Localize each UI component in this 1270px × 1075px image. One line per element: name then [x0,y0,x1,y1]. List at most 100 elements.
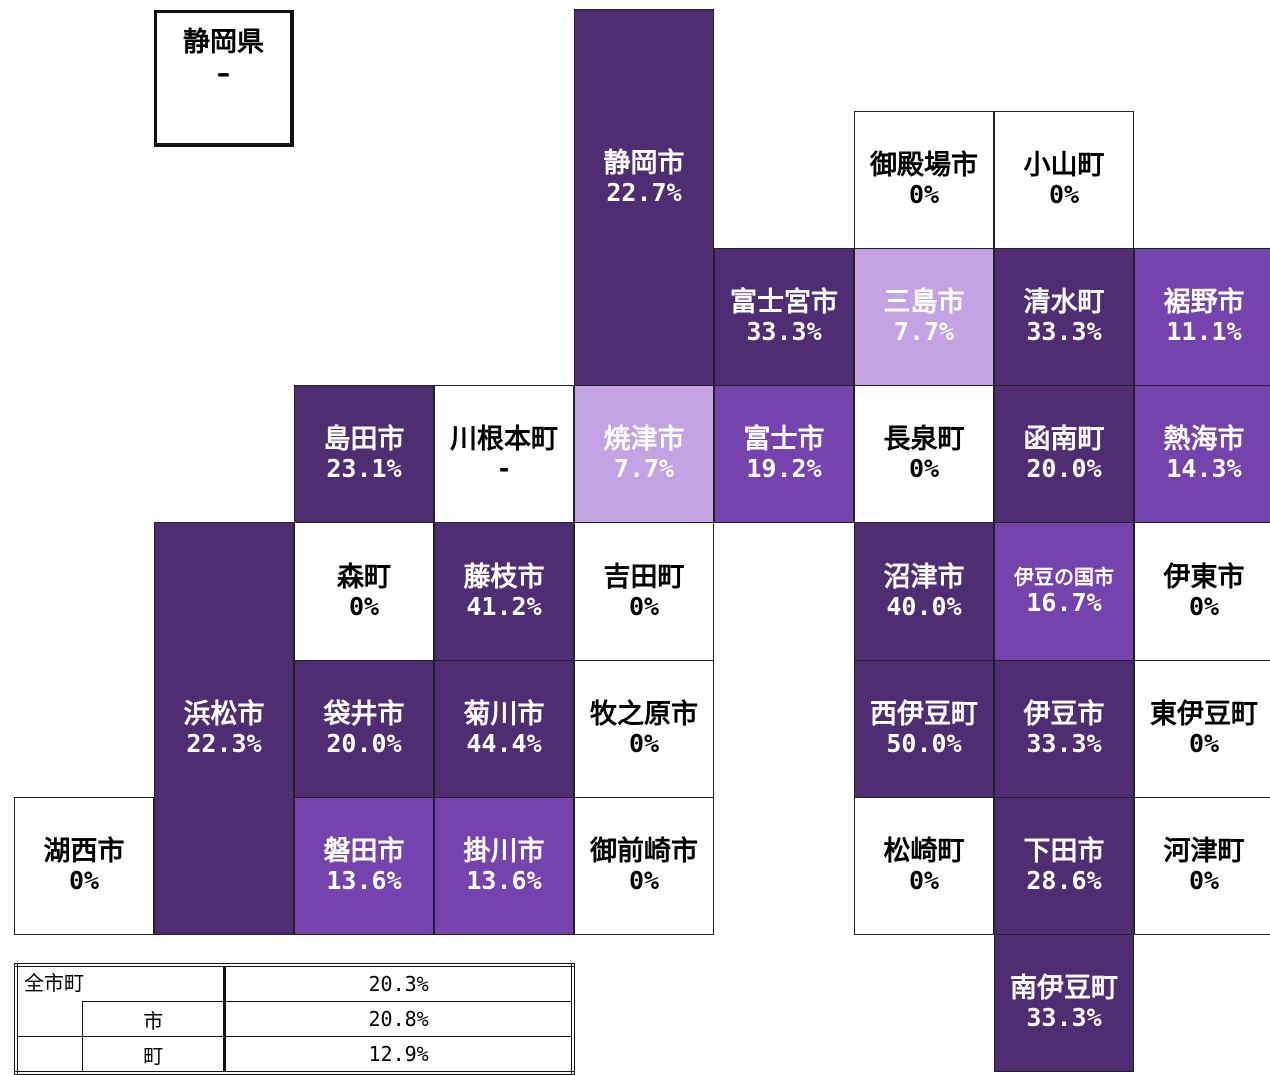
tile-value: 33.3% [1026,317,1102,347]
municipality-tile: 焼津市 7.7% [574,385,714,523]
tile-name: 藤枝市 [463,561,545,593]
tile-name: 伊豆の国市 [1014,564,1114,589]
town-label: 町 [82,1036,226,1074]
tile-name: 吉田町 [603,561,685,593]
city-label: 市 [82,1001,226,1037]
tile-name: 伊豆市 [1023,699,1105,731]
tile-value: 0% [1188,866,1220,896]
tile-value: 19.2% [746,454,822,484]
tile-name: 下田市 [1023,836,1105,868]
tile-name: 菊川市 [463,699,545,731]
tile-value: 13.6% [326,866,402,896]
municipality-tile: 沼津市 40.0% [854,522,994,661]
blank-cell [15,1036,83,1074]
tile-name: 河津町 [1163,836,1245,868]
tile-value: 13.6% [466,866,542,896]
tile-value: 22.7% [606,177,682,207]
municipality-tile: 熱海市 14.3% [1134,385,1270,523]
municipality-tile: 菊川市 44.4% [434,660,574,798]
municipality-tile: 富士宮市 33.3% [714,248,854,386]
municipality-tile: 伊豆市 33.3% [994,660,1134,798]
tile-value: 22.3% [186,728,262,758]
municipality-tile: 御殿場市 0% [854,111,994,249]
tile-value: 7.7% [893,317,955,347]
tile-name: 川根本町 [450,424,558,456]
municipality-tile: 藤枝市 41.2% [434,522,574,661]
tile-value: 20.0% [1026,454,1102,484]
municipality-tile: 浜松市 22.3% [154,522,294,935]
tile-value: 50.0% [886,729,962,759]
municipality-tile: 吉田町 0% [574,522,714,661]
all-label: 全市町 [15,964,225,1002]
city-value: 20.8% [223,1001,575,1037]
tile-name: 島田市 [323,424,405,456]
municipality-tile: 森町 0% [294,522,434,661]
tile-name: 東伊豆町 [1150,699,1258,731]
municipality-tile: 袋井市 20.0% [294,660,434,798]
summary-table: 全市町 20.3% 市 20.8% 町 12.9% [14,963,575,1075]
tile-name: 富士宮市 [730,287,838,319]
tile-value: 7.7% [613,454,675,484]
tile-value: 0% [908,866,940,896]
municipality-tile: 松崎町 0% [854,797,994,935]
municipality-tile: 掛川市 13.6% [434,797,574,935]
tile-name: 御前崎市 [590,836,698,868]
tile-value: 28.6% [1026,866,1102,896]
tile-name: 松崎町 [883,836,965,868]
tile-name: 富士市 [743,424,825,456]
municipality-tile: 伊東市 0% [1134,522,1270,661]
tile-name: 三島市 [883,287,965,319]
tile-value: 11.1% [1166,317,1242,347]
tile-value: 0% [628,866,660,896]
municipality-tile: 伊豆の国市 16.7% [994,522,1134,661]
tile-value: 44.4% [466,729,542,759]
municipality-tile: 川根本町 - [434,385,574,523]
blank-cell [15,1001,83,1037]
municipality-tile: 島田市 23.1% [294,385,434,523]
town-value: 12.9% [223,1036,575,1074]
tile-value: 14.3% [1166,454,1242,484]
tile-value: 0% [68,866,100,896]
tile-value: 33.3% [1026,1003,1102,1033]
tile-name: 小山町 [1023,150,1105,182]
municipality-tile: 東伊豆町 0% [1134,660,1270,798]
municipality-tile: 河津町 0% [1134,797,1270,935]
prefecture-box: 静岡県 – [154,10,294,147]
municipality-tile: 南伊豆町 33.3% [994,934,1134,1072]
tile-value: 0% [348,591,380,621]
tile-value: 0% [908,454,940,484]
tile-name: 磐田市 [323,836,405,868]
tile-value: 33.3% [746,317,822,347]
tile-value: - [496,454,512,484]
tile-name: 牧之原市 [590,699,698,731]
prefecture-name: 静岡県 [183,26,264,58]
prefecture-value: – [216,58,231,89]
tile-name: 長泉町 [883,424,965,456]
all-value: 20.3% [223,964,575,1002]
municipality-tile: 三島市 7.7% [854,248,994,386]
tile-name: 御殿場市 [870,150,978,182]
tile-name: 裾野市 [1163,287,1245,319]
tile-name: 袋井市 [323,699,405,731]
tile-name: 伊東市 [1163,561,1245,593]
tile-name: 静岡市 [603,147,685,179]
municipality-tile: 函南町 20.0% [994,385,1134,523]
tile-name: 函南町 [1023,424,1105,456]
tile-name: 清水町 [1023,287,1105,319]
tile-value: 33.3% [1026,729,1102,759]
tile-value: 0% [908,180,940,210]
municipality-tile: 西伊豆町 50.0% [854,660,994,798]
tile-value: 20.0% [326,729,402,759]
tile-value: 41.2% [466,591,542,621]
tile-value: 0% [1188,729,1220,759]
tile-name: 南伊豆町 [1010,973,1118,1005]
municipality-tile: 清水町 33.3% [994,248,1134,386]
tile-name: 西伊豆町 [870,699,978,731]
tile-value: 23.1% [326,454,402,484]
tile-value: 0% [628,729,660,759]
tile-name: 焼津市 [603,424,685,456]
tile-name: 湖西市 [43,836,125,868]
tile-value: 0% [1048,180,1080,210]
municipality-tile: 牧之原市 0% [574,660,714,798]
municipality-tile: 長泉町 0% [854,385,994,523]
